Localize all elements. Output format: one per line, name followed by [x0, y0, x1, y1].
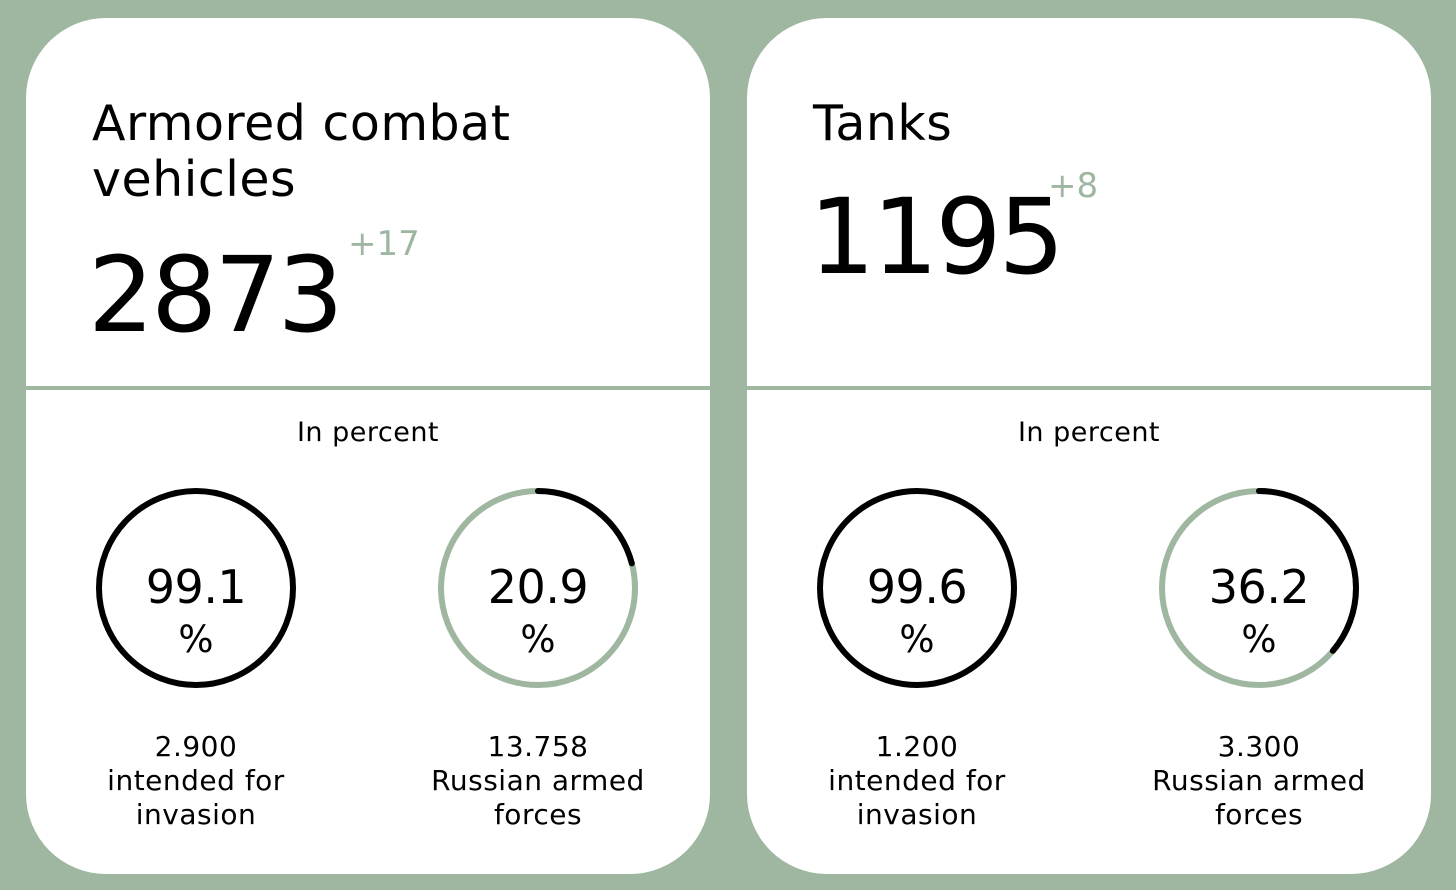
percent-ring — [96, 488, 296, 688]
card-armored-combat-vehicles: Armored combat vehicles 2873 +17 In perc… — [26, 18, 710, 874]
total-count: 1195 — [809, 176, 1065, 298]
percent-ring — [817, 488, 1017, 688]
count-delta: +17 — [348, 224, 420, 264]
card-tanks: Tanks 1195 +8 In percent 99.6 % 1.200 in… — [747, 18, 1431, 874]
card-header: Armored combat vehicles 2873 +17 — [26, 18, 710, 387]
stat-label: Russian armed forces — [1152, 764, 1366, 831]
card-header: Tanks 1195 +8 — [747, 18, 1431, 387]
stat-number: 3.300 — [1217, 730, 1301, 763]
divider — [26, 386, 710, 390]
in-percent-label: In percent — [296, 417, 440, 448]
stat-number: 1.200 — [875, 730, 959, 763]
count-delta: +8 — [1048, 166, 1099, 206]
stat-number: 13.758 — [487, 730, 589, 763]
percent-unit: % — [178, 618, 214, 661]
percent-value: 99.1 — [145, 560, 247, 614]
percent-value: 99.6 — [866, 560, 968, 614]
stat-number: 2.900 — [154, 730, 238, 763]
percent-value: 20.9 — [487, 560, 589, 614]
percent-value: 36.2 — [1208, 560, 1310, 614]
total-count: 2873 — [88, 234, 344, 356]
in-percent-label: In percent — [1017, 417, 1161, 448]
percent-ring — [438, 488, 638, 688]
card-title: Armored combat vehicles — [92, 95, 511, 208]
stat-label: Russian armed forces — [431, 764, 645, 831]
percent-unit: % — [899, 618, 935, 661]
percent-unit: % — [1241, 618, 1277, 661]
percent-unit: % — [520, 618, 556, 661]
percent-ring — [1159, 488, 1359, 688]
stat-label: intended for invasion — [107, 764, 285, 831]
stat-label: intended for invasion — [828, 764, 1006, 831]
divider — [747, 386, 1431, 390]
card-title: Tanks — [813, 95, 953, 152]
